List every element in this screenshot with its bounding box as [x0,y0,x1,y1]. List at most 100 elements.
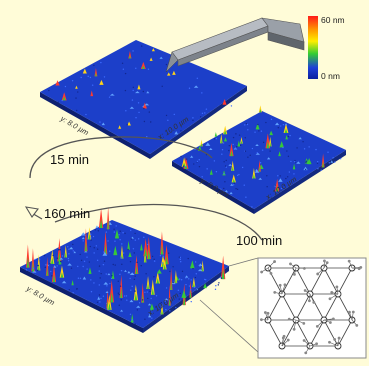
surface-texture [147,68,150,70]
surface-peak [137,84,141,90]
surface-texture [72,243,74,246]
surface-texture [195,273,198,275]
surface-texture [124,232,126,235]
step-label-15-min: 15 min [50,152,89,167]
surface-peak [26,244,30,268]
surface-texture [266,175,268,177]
surface-texture [160,301,163,304]
surface-peak [231,174,236,183]
surface-texture [45,264,47,266]
surface-texture [194,276,197,279]
surface-texture [249,154,251,157]
surface-texture [142,90,145,93]
surface-peaks [48,45,233,138]
surface-texture [89,245,92,248]
atom [323,259,326,263]
surface-peak [59,257,64,260]
atom [325,261,329,265]
transition-arc [29,136,213,179]
surface-texture [109,282,111,285]
surface-texture [266,185,268,188]
surface-texture [233,182,236,184]
surface-peak-base [284,128,288,134]
surface-texture [119,285,122,287]
surface-peak [45,257,49,276]
surface-peak [133,284,139,301]
surface-texture [165,63,168,66]
surface-texture [235,133,237,135]
surface-texture [59,249,61,251]
surface-texture [70,267,73,269]
surface-peak [59,265,65,278]
atom [347,259,351,263]
surface-texture [150,297,152,300]
surface-texture [99,301,101,303]
bond [323,318,334,321]
surface-texture [93,282,95,284]
surface-peak-base [237,143,240,147]
surface-peak [201,260,204,272]
surface-peak [258,177,263,180]
surface-texture [120,269,123,272]
surface-texture [119,239,121,241]
surface-texture [96,301,99,303]
surface-texture [137,102,140,104]
surface-peak-base [230,150,233,157]
surface-peak-base [60,272,64,278]
surface-texture [130,229,132,232]
surface-peak [162,258,167,270]
surface-texture [317,168,319,170]
surface-texture [215,171,218,173]
surface-texture [134,239,137,241]
surface-texture [305,160,308,163]
surface-peak [87,227,92,240]
surface-peak [155,271,160,284]
surface-texture [146,136,148,138]
transition-arc [54,203,263,241]
surface-texture [88,261,91,263]
surface-peak [73,251,76,254]
surface-texture [98,294,101,296]
atom [303,289,307,292]
surface-peak-base [114,250,117,256]
surface-texture [195,288,197,291]
surface-texture [192,117,194,119]
surface-texture [126,299,128,301]
surface-texture [90,233,92,236]
surface-texture [232,136,235,139]
surface-texture [185,165,187,168]
surface-peak [129,272,135,276]
surface-peak [258,105,262,113]
surface-peak-base [135,265,138,274]
surface-texture [179,258,182,261]
atom [273,260,276,263]
surface-texture [247,129,249,131]
surface-texture [185,277,187,279]
surface-texture [205,108,208,110]
atom [292,327,296,331]
bond [267,261,275,269]
surface-peak [149,303,154,310]
surface-texture [296,147,298,149]
surface-texture [221,149,224,151]
surface-peak-base [182,294,186,298]
surface-peak [265,133,271,149]
surface-texture [286,176,289,178]
surface-peak-base [84,241,87,252]
surface-peak [75,85,78,89]
surface-texture [277,127,280,129]
surface-texture [206,168,208,170]
surface-texture [51,275,53,277]
surface-texture [169,310,171,312]
surface-peak [134,254,139,274]
surface-texture [127,248,129,251]
bond [267,319,283,347]
surface-texture [93,64,95,67]
surface-peak [164,244,169,265]
bond [337,319,353,347]
surface-peak [296,161,301,164]
surface-texture [67,257,70,260]
surface-peak [172,70,176,75]
surface-texture [150,121,152,123]
surface-peak-base [170,280,172,291]
